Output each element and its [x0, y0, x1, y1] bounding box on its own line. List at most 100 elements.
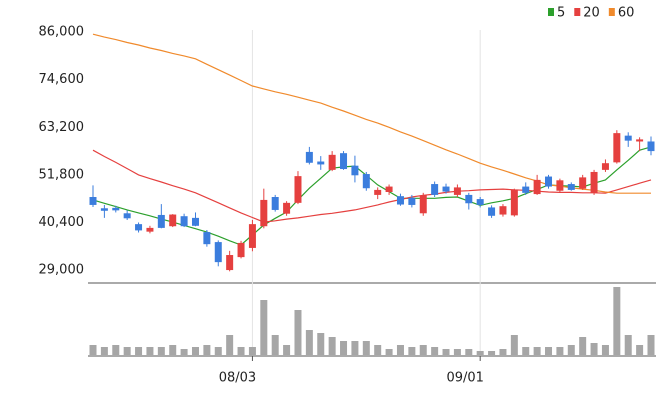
- candle-body: [545, 176, 553, 187]
- volume-bar: [305, 330, 313, 355]
- candle-body: [351, 165, 359, 176]
- y-tick-label: 86,000: [39, 25, 85, 40]
- volume-bar: [191, 347, 199, 355]
- candle-body: [396, 196, 404, 205]
- volume-bar: [328, 337, 336, 355]
- volume-bar: [510, 335, 518, 355]
- volume-bar: [248, 347, 256, 355]
- candle-body: [340, 153, 348, 170]
- candle-body: [135, 224, 143, 231]
- volume-bar: [385, 349, 393, 355]
- candle-body: [248, 224, 256, 248]
- volume-bar: [556, 347, 564, 355]
- candle-body: [431, 184, 439, 195]
- volume-bar: [453, 349, 461, 355]
- volume-bar: [283, 345, 291, 355]
- y-tick-label: 51,800: [39, 167, 85, 182]
- candle-body: [374, 189, 382, 195]
- candle-body: [203, 232, 211, 245]
- volume-bar: [157, 347, 165, 355]
- volume-bar: [317, 333, 325, 355]
- candle-body: [522, 186, 530, 193]
- candle-body: [305, 151, 313, 163]
- volume-bar: [419, 345, 427, 355]
- legend-swatch: [574, 8, 581, 16]
- y-tick-label: 29,000: [39, 263, 85, 278]
- candle-body: [214, 242, 222, 263]
- candle-body: [260, 199, 268, 227]
- y-tick-label: 40,400: [39, 215, 85, 230]
- candle-body: [556, 180, 564, 191]
- volume-bar: [340, 341, 348, 355]
- candle-body: [476, 199, 484, 205]
- candle-body: [191, 217, 199, 226]
- candle-body: [442, 186, 450, 192]
- volume-bar: [442, 349, 450, 355]
- volume-bar: [214, 347, 222, 355]
- volume-bar: [180, 349, 188, 355]
- ma-line: [92, 149, 652, 223]
- volume-bar: [476, 351, 484, 355]
- legend-label: 60: [618, 6, 635, 21]
- ma-line: [92, 146, 652, 246]
- volume-bar: [169, 345, 177, 355]
- volume-bar: [89, 345, 97, 355]
- volume-bar: [362, 341, 370, 355]
- legend-swatch: [548, 8, 554, 16]
- candle-body: [601, 163, 609, 170]
- volume-bar: [624, 335, 632, 355]
- candle-body: [510, 189, 518, 216]
- volume-bar: [647, 335, 655, 355]
- volume-bar: [260, 300, 268, 355]
- volume-bar: [522, 347, 530, 355]
- volume-bar: [237, 347, 245, 355]
- legend-label: 5: [557, 6, 565, 21]
- candle-body: [647, 141, 655, 152]
- candle-body: [408, 197, 416, 205]
- candle-body: [567, 184, 575, 190]
- candle-body: [453, 187, 461, 195]
- volume-bar: [636, 345, 644, 355]
- ma-line: [92, 33, 651, 194]
- volume-bar: [351, 341, 359, 355]
- candle-body: [226, 255, 234, 271]
- candle-body: [636, 139, 644, 142]
- y-tick-label: 63,200: [39, 120, 85, 135]
- volume-bar: [590, 343, 598, 355]
- candle-body: [123, 213, 131, 219]
- candle-body: [146, 227, 154, 232]
- candle-body: [465, 194, 473, 204]
- volume-bar: [499, 349, 507, 355]
- candle-body: [533, 179, 541, 195]
- volume-bar: [146, 347, 154, 355]
- volume-bar: [545, 347, 553, 355]
- candle-body: [590, 171, 598, 193]
- candle-body: [157, 214, 165, 228]
- volume-bar: [431, 347, 439, 355]
- volume-bar: [135, 347, 143, 355]
- volume-bar: [613, 287, 621, 355]
- volume-bar: [601, 345, 609, 355]
- volume-bar: [408, 347, 416, 355]
- candle-body: [294, 176, 302, 203]
- volume-bar: [271, 335, 279, 355]
- y-tick-label: 74,600: [39, 72, 85, 87]
- candle-body: [169, 214, 177, 227]
- candle-body: [283, 202, 291, 214]
- candle-body: [579, 177, 587, 189]
- volume-bar: [203, 345, 211, 355]
- candle-body: [362, 174, 370, 189]
- candle-body: [419, 195, 427, 214]
- candle-body: [89, 197, 97, 205]
- volume-bar: [488, 351, 496, 355]
- volume-bar: [533, 347, 541, 355]
- x-tick-label: 09/01: [446, 371, 483, 386]
- volume-bar: [465, 349, 473, 355]
- volume-bar: [374, 345, 382, 355]
- candle-body: [237, 242, 245, 258]
- volume-bar: [396, 345, 404, 355]
- candle-body: [613, 133, 621, 163]
- candle-body: [112, 207, 120, 211]
- volume-bar: [567, 345, 575, 355]
